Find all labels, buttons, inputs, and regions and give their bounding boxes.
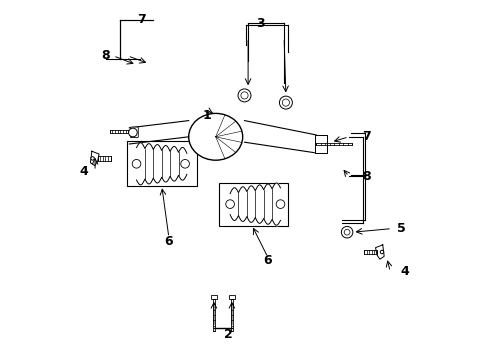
Circle shape bbox=[282, 99, 289, 106]
Text: 7: 7 bbox=[137, 13, 146, 26]
Polygon shape bbox=[109, 130, 131, 133]
Text: 5: 5 bbox=[396, 222, 405, 235]
Text: 1: 1 bbox=[202, 109, 211, 122]
Circle shape bbox=[238, 89, 250, 102]
Circle shape bbox=[132, 159, 141, 168]
Polygon shape bbox=[375, 245, 384, 259]
Text: 4: 4 bbox=[80, 165, 88, 177]
Polygon shape bbox=[90, 151, 99, 166]
Text: 7: 7 bbox=[362, 130, 370, 143]
Circle shape bbox=[225, 200, 234, 208]
FancyBboxPatch shape bbox=[210, 295, 217, 299]
Ellipse shape bbox=[188, 113, 242, 160]
FancyBboxPatch shape bbox=[228, 295, 235, 299]
Circle shape bbox=[241, 92, 247, 99]
Circle shape bbox=[276, 200, 284, 208]
Circle shape bbox=[128, 128, 137, 137]
FancyBboxPatch shape bbox=[130, 127, 138, 138]
Polygon shape bbox=[363, 250, 376, 254]
Polygon shape bbox=[230, 299, 233, 331]
Circle shape bbox=[91, 157, 94, 160]
Circle shape bbox=[341, 226, 352, 238]
Polygon shape bbox=[129, 121, 188, 144]
Text: 6: 6 bbox=[263, 255, 272, 267]
Polygon shape bbox=[316, 143, 352, 145]
Polygon shape bbox=[98, 156, 110, 161]
Text: 6: 6 bbox=[164, 235, 173, 248]
Circle shape bbox=[380, 250, 383, 254]
Text: 8: 8 bbox=[362, 170, 370, 183]
Polygon shape bbox=[314, 135, 326, 153]
Text: 2: 2 bbox=[224, 328, 232, 341]
Polygon shape bbox=[244, 121, 316, 153]
Circle shape bbox=[344, 229, 349, 235]
Circle shape bbox=[181, 159, 189, 168]
Text: 8: 8 bbox=[102, 49, 110, 62]
Polygon shape bbox=[212, 299, 215, 331]
Text: 3: 3 bbox=[256, 17, 264, 30]
Text: 4: 4 bbox=[400, 265, 408, 278]
Circle shape bbox=[279, 96, 292, 109]
